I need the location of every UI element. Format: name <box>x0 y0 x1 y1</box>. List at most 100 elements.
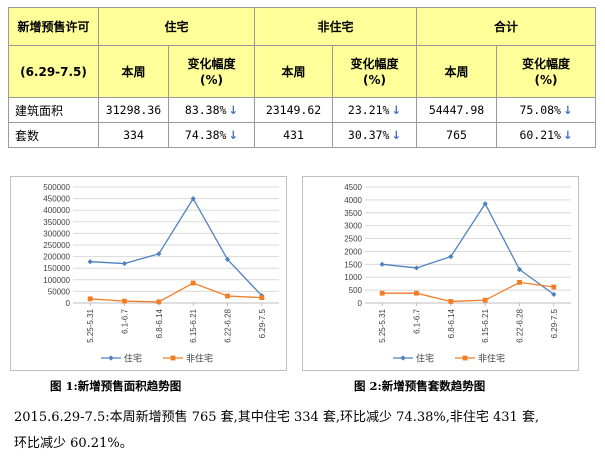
y-tick-label: 500000 <box>43 183 70 192</box>
legend-marker <box>462 355 468 361</box>
down-arrow-icon: ↓ <box>391 128 402 142</box>
y-tick-label: 450000 <box>43 195 70 204</box>
presale-table: 新增预售许可 住宅 非住宅 合计 (6.29-7.5) 本周 变化幅度 (%) 本… <box>8 7 597 148</box>
table-row: 套数 334 74.38% ↓ 431 30.37% ↓ 765 60.21% ↓ <box>8 122 597 148</box>
x-tick-label: 6.29-7.5 <box>258 308 267 338</box>
y-tick-label: 3500 <box>344 209 362 218</box>
data-point <box>516 266 523 273</box>
group-nonresidential: 非住宅 <box>254 7 418 46</box>
y-tick-label: 0 <box>66 299 71 308</box>
y-tick-label: 4000 <box>344 196 362 205</box>
summary-line-2: 环比减少 60.21%。 <box>14 436 133 451</box>
cell-change: 23.21% ↓ <box>332 97 418 123</box>
down-arrow-icon: ↓ <box>228 103 239 117</box>
cell-value: 23149.62 <box>254 97 334 123</box>
cell-value: 765 <box>416 122 498 148</box>
col-week: 本周 <box>416 45 498 98</box>
cell-change: 83.38% ↓ <box>167 97 256 123</box>
units-trend-chart-svg: 0 500 1000 1500 2000 2500 3000 3500 4000 4500 5.25… <box>344 183 571 365</box>
legend-marker <box>170 355 176 361</box>
data-point <box>121 260 128 267</box>
x-tick-label: 6.8-6.14 <box>155 308 164 338</box>
data-point <box>190 280 196 286</box>
legend-label: 非住宅 <box>186 353 213 365</box>
table-row: 建筑面积 31298.36 83.38% ↓ 23149.62 23.21% ↓ 5… <box>8 97 597 123</box>
data-point <box>156 251 162 257</box>
cell-value: 431 <box>254 122 334 148</box>
group-total: 合计 <box>416 7 597 46</box>
y-tick-label: 1000 <box>344 273 362 282</box>
col-change: 变化幅度 (%) <box>496 45 597 98</box>
y-tick-label: 400000 <box>43 206 70 215</box>
y-tick-label: 300000 <box>43 229 70 238</box>
y-tick-label: 350000 <box>43 218 70 227</box>
y-tick-label: 50000 <box>48 287 71 296</box>
y-tick-label: 3000 <box>344 222 362 231</box>
data-point <box>225 293 230 299</box>
col-change: 变化幅度 (%) <box>167 45 256 98</box>
down-arrow-icon: ↓ <box>391 103 402 117</box>
x-tick-label: 6.22-6.28 <box>224 308 233 342</box>
cell-change: 74.38% ↓ <box>167 122 256 148</box>
chart1-caption: 图 1:新增预售面积趋势图 <box>50 379 182 393</box>
summary-line-1: 2015.6.29-7.5:本周新增预售 765 套,其中住宅 334 套,环比… <box>14 410 540 425</box>
x-tick-label: 5.25-5.31 <box>378 308 387 342</box>
data-point <box>413 265 420 271</box>
table-title: 新增预售许可 <box>8 7 99 46</box>
series-line <box>382 202 555 295</box>
chart2-caption: 图 2:新增预售套数趋势图 <box>354 379 486 393</box>
col-week: 本周 <box>254 45 334 98</box>
series-line <box>382 281 554 303</box>
y-tick-label: 100000 <box>43 276 70 285</box>
cell-value: 54447.98 <box>416 97 498 123</box>
down-arrow-icon: ↓ <box>228 128 239 142</box>
x-tick-label: 6.22-6.28 <box>516 308 525 342</box>
data-point <box>379 290 385 296</box>
group-residential: 住宅 <box>97 7 256 46</box>
y-tick-label: 1500 <box>344 260 362 269</box>
y-tick-label: 4500 <box>344 183 362 192</box>
down-arrow-icon: ↓ <box>562 128 573 142</box>
data-point <box>87 296 93 302</box>
legend-label: 非住宅 <box>478 353 505 365</box>
x-tick-label: 6.1-6.7 <box>121 308 130 333</box>
row-label: 建筑面积 <box>8 97 99 123</box>
y-tick-label: 150000 <box>43 264 70 273</box>
legend-marker <box>400 355 406 361</box>
y-tick-label: 2000 <box>344 247 362 256</box>
data-point <box>156 299 162 305</box>
cell-change: 60.21% ↓ <box>496 122 597 148</box>
x-tick-label: 5.25-5.31 <box>86 308 95 342</box>
cell-change: 30.37% ↓ <box>332 122 418 148</box>
legend-marker <box>108 355 114 361</box>
row-label: 套数 <box>8 122 99 148</box>
series-line <box>90 282 262 303</box>
data-point <box>190 196 196 202</box>
legend-label: 住宅 <box>124 353 142 365</box>
col-week: 本周 <box>98 45 169 98</box>
down-arrow-icon: ↓ <box>562 103 573 117</box>
y-tick-label: 500 <box>349 286 363 295</box>
cell-change: 75.08% ↓ <box>496 97 597 123</box>
x-tick-label: 6.15-6.21 <box>481 308 490 342</box>
cell-value: 334 <box>98 122 169 148</box>
data-point <box>414 290 419 296</box>
area-trend-chart-svg: 0 50000 100000 150000 200000 250000 300000 3500… <box>43 183 279 365</box>
x-tick-label: 6.29-7.5 <box>550 308 559 338</box>
x-tick-label: 6.8-6.14 <box>447 308 456 338</box>
y-tick-label: 250000 <box>43 241 70 250</box>
x-tick-label: 6.1-6.7 <box>413 308 422 333</box>
area-trend-chart: 0 50000 100000 150000 200000 250000 300000 3500… <box>10 176 287 371</box>
y-tick-label: 0 <box>358 299 363 308</box>
x-tick-label: 6.15-6.21 <box>189 308 198 342</box>
col-change: 变化幅度 (%) <box>332 45 418 98</box>
series-line <box>90 197 263 297</box>
data-point <box>122 298 127 304</box>
data-point <box>259 295 265 301</box>
cell-value: 31298.36 <box>98 97 169 123</box>
data-point <box>517 279 522 285</box>
data-point <box>87 259 93 265</box>
data-point <box>551 284 557 290</box>
period-label: (6.29-7.5) <box>8 45 99 98</box>
data-point <box>482 297 488 303</box>
